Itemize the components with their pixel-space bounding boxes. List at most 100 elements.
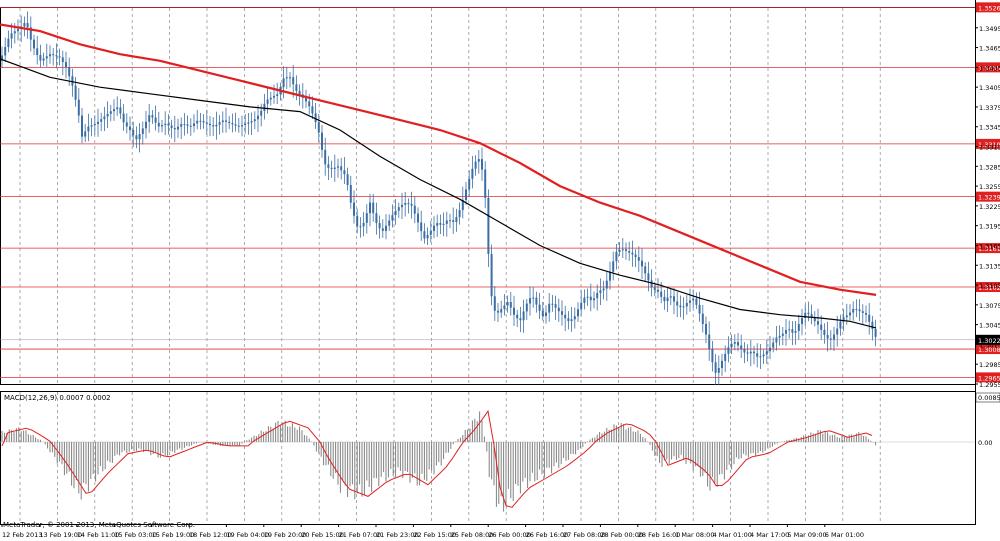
candle-body xyxy=(468,178,471,190)
candle-body xyxy=(621,249,624,251)
candle-body xyxy=(676,301,679,306)
candle-body xyxy=(759,356,762,358)
candle-body xyxy=(842,317,845,322)
candle-body xyxy=(637,257,640,261)
candle-body xyxy=(17,29,19,32)
candle-body xyxy=(97,121,99,124)
candle-body xyxy=(596,292,599,299)
current-price-label: 1.3022 xyxy=(978,337,1000,345)
time-tick-label: 15 Feb 03:00 xyxy=(114,531,157,539)
candle-body xyxy=(365,213,368,223)
level-label: 1.2965 xyxy=(978,374,1000,382)
candle-body xyxy=(113,109,115,112)
candle-body xyxy=(650,280,653,288)
candle-body xyxy=(833,334,835,340)
candle-body xyxy=(375,213,378,224)
candle-body xyxy=(285,77,288,79)
time-tick-label: 19 Feb 20:00 xyxy=(264,531,307,539)
candle-body xyxy=(241,125,243,127)
candle-body xyxy=(33,39,35,49)
candle-body xyxy=(122,113,125,123)
candle-body xyxy=(81,115,83,137)
candle-body xyxy=(689,300,691,303)
candle-body xyxy=(180,124,183,127)
candle-body xyxy=(634,254,637,258)
level-label: 1.3102 xyxy=(978,284,1000,292)
time-tick-label: 14 Feb 11:00 xyxy=(77,531,120,539)
candle-body xyxy=(257,115,259,120)
candle-body xyxy=(39,55,42,61)
candle-body xyxy=(141,128,144,134)
candle-body xyxy=(865,312,867,315)
candle-body xyxy=(7,38,10,48)
candle-body xyxy=(164,123,167,126)
candle-body xyxy=(324,149,327,165)
candle-body xyxy=(721,360,723,368)
candle-body xyxy=(465,189,467,200)
price-axis: 1.3495 1.3465 1.3435 1.3405 1.3375 1.3345 1.33… xyxy=(975,25,1000,389)
candle-body xyxy=(269,97,272,100)
candle-body xyxy=(660,291,663,297)
candle-body xyxy=(74,85,77,100)
candle-body xyxy=(577,309,579,317)
level-label: 1.3239 xyxy=(978,194,1000,202)
candle-body xyxy=(641,260,643,267)
candle-body xyxy=(845,315,848,318)
price-tick-label: 1.3225 xyxy=(979,203,1000,211)
candle-body xyxy=(481,159,483,170)
candle-body xyxy=(625,249,627,251)
time-tick-label: 1 Mar 08:00 xyxy=(675,531,714,539)
candle-body xyxy=(52,54,55,56)
candle-body xyxy=(420,222,423,232)
candle-body xyxy=(781,333,784,336)
candle-body xyxy=(493,296,496,311)
time-tick-label: 13 Feb 19:00 xyxy=(39,531,82,539)
candle-body xyxy=(125,122,128,127)
candle-body xyxy=(401,204,403,208)
level-label-box xyxy=(976,243,1000,254)
candle-body xyxy=(826,334,829,339)
candle-body xyxy=(353,202,355,216)
candle-body xyxy=(442,223,445,225)
candle-body xyxy=(109,111,112,114)
candle-body xyxy=(193,123,195,127)
candle-body xyxy=(801,318,803,324)
candle-body xyxy=(522,311,525,321)
candle-body xyxy=(647,273,650,281)
candle-body xyxy=(170,125,173,129)
candle-body xyxy=(698,304,701,314)
candle-body xyxy=(129,126,131,131)
candle-body xyxy=(794,331,797,333)
time-tick-label: 6 Mar 01:00 xyxy=(825,531,864,539)
candle-body xyxy=(436,223,439,226)
candle-body xyxy=(849,312,851,316)
candle-body xyxy=(484,169,487,198)
time-tick-label: 4 Mar 01:00 xyxy=(713,531,752,539)
candle-body xyxy=(461,199,464,211)
candle-body xyxy=(737,342,739,346)
candle-body xyxy=(423,231,426,239)
candle-body xyxy=(173,128,176,130)
candle-body xyxy=(858,309,861,312)
level-label: 1.3008 xyxy=(978,346,1000,354)
candle-body xyxy=(426,234,429,239)
candle-body xyxy=(516,314,519,319)
price-tick-label: 1.3165 xyxy=(979,242,1000,250)
candle-body xyxy=(557,307,560,312)
candle-body xyxy=(605,280,608,289)
candle-body xyxy=(199,120,202,122)
candle-body xyxy=(311,106,314,114)
candle-body xyxy=(628,250,631,253)
candle-body xyxy=(148,115,151,122)
candle-body xyxy=(266,99,269,104)
candle-body xyxy=(209,123,211,126)
candle-body xyxy=(196,120,199,124)
candle-body xyxy=(298,90,301,95)
candle-body xyxy=(653,287,656,290)
candle-body xyxy=(561,311,563,315)
level-label-box xyxy=(976,344,1000,355)
candle-body xyxy=(189,125,192,127)
candle-body xyxy=(740,345,743,350)
time-tick-label: 18 Feb 12:00 xyxy=(189,531,232,539)
